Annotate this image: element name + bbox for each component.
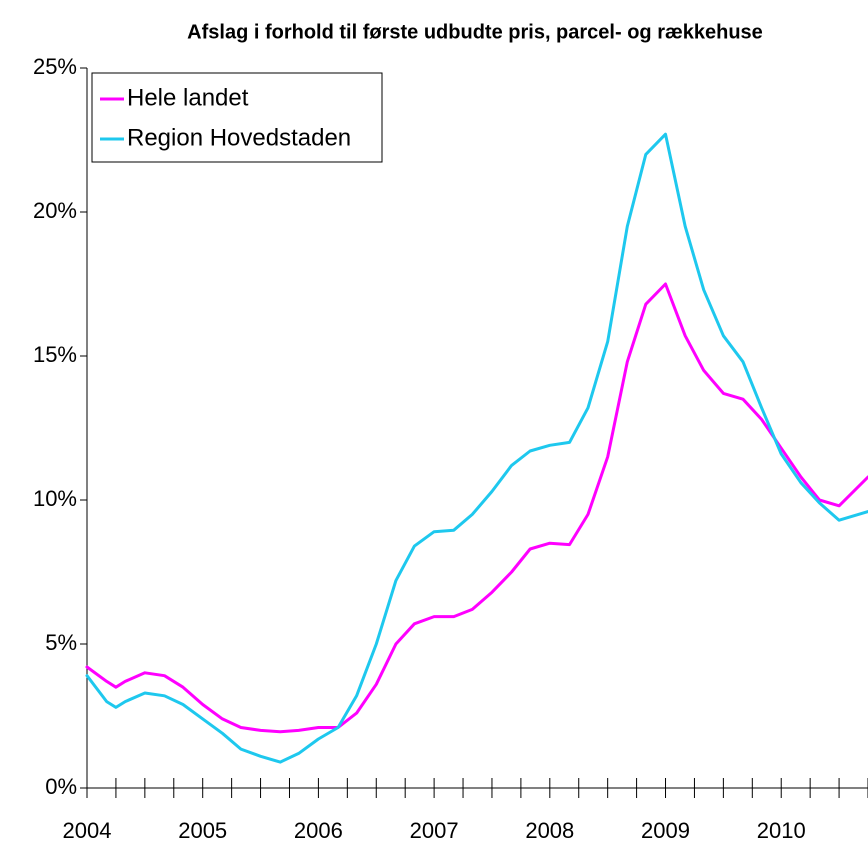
line-series	[85, 282, 868, 734]
line-series	[85, 132, 868, 764]
chart-title: Afslag i forhold til første udbudte pris…	[187, 21, 763, 43]
x-tick-label: 2010	[757, 818, 806, 843]
y-tick-label: 25%	[33, 54, 77, 79]
x-tick-label: 2009	[641, 818, 690, 843]
y-tick-label: 20%	[33, 198, 77, 223]
legend-label: Hele landet	[127, 84, 249, 111]
y-tick-label: 15%	[33, 342, 77, 367]
x-tick-label: 2005	[178, 818, 227, 843]
x-tick-label: 2008	[525, 818, 574, 843]
x-tick-label: 2006	[294, 818, 343, 843]
x-tick-label: 2007	[410, 818, 459, 843]
y-tick-label: 5%	[45, 630, 77, 655]
legend-box	[91, 72, 383, 163]
y-tick-label: 0%	[45, 774, 77, 799]
legend-label: Region Hovedstaden	[127, 124, 351, 151]
x-tick-label: 2004	[63, 818, 112, 843]
y-tick-label: 10%	[33, 486, 77, 511]
